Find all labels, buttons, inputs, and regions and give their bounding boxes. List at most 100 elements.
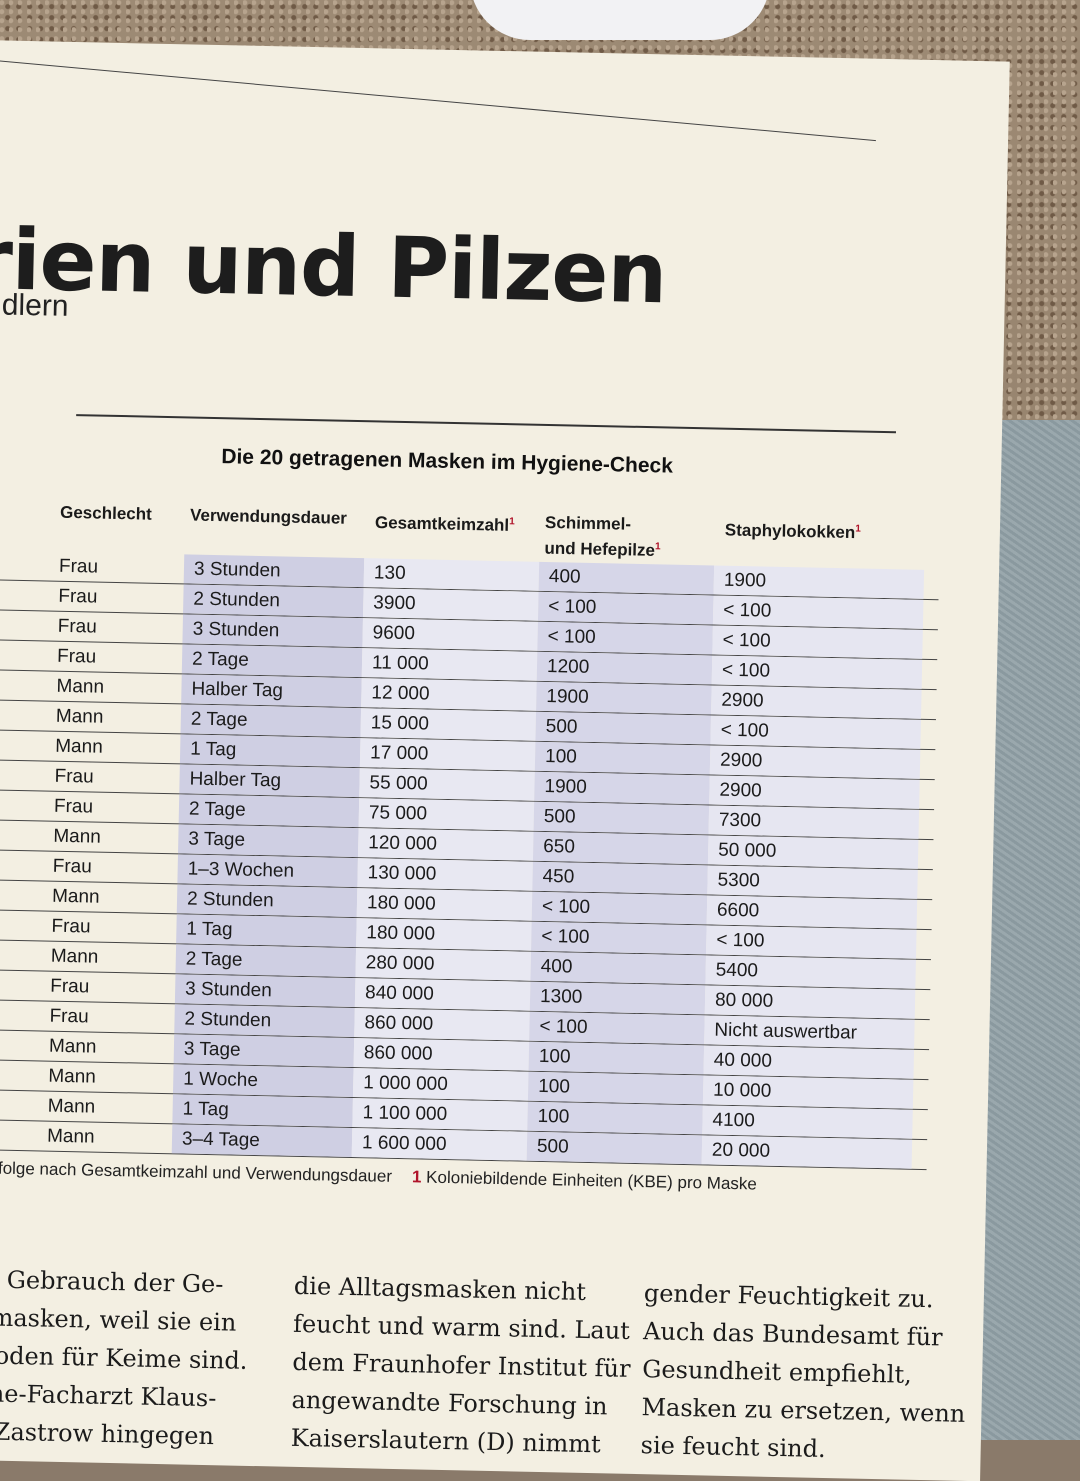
cell-gender: Mann	[55, 705, 104, 728]
cell-staph: 1900	[713, 565, 925, 599]
cell-duration: 3 Tage	[173, 1034, 355, 1068]
cell-mold: 1900	[534, 771, 710, 805]
cell-mold: 100	[528, 1041, 705, 1075]
cell-staph: 2900	[709, 775, 920, 809]
cell-staph: 5300	[707, 865, 918, 899]
header-duration: Verwendungsdauer	[189, 505, 348, 528]
cell-gender: Mann	[48, 1035, 97, 1058]
body-line: hrboden für Keime sind.	[0, 1340, 248, 1375]
body-line: Kaiserslautern (D) nimmt	[290, 1423, 601, 1459]
cell-staph: 5400	[705, 955, 916, 989]
cell-gender: Frau	[52, 855, 93, 878]
cell-total: 9600	[362, 618, 538, 651]
cell-staph: < 100	[712, 625, 923, 659]
cell-staph: 20 000	[701, 1135, 913, 1169]
cell-total: 860 000	[354, 1008, 530, 1041]
cell-gender: Mann	[56, 675, 105, 698]
header-gender: Geschlecht	[59, 502, 152, 524]
cell-total: 130 000	[357, 858, 533, 891]
cell-duration: Halber Tag	[181, 674, 362, 708]
cell-staph: 40 000	[703, 1045, 915, 1079]
cell-staph: 6600	[706, 895, 918, 929]
cell-total: 840 000	[354, 978, 531, 1011]
cell-gender: Frau	[56, 645, 97, 668]
cell-duration: 2 Stunden	[174, 1004, 355, 1038]
cell-duration: 2 Stunden	[183, 584, 364, 618]
cell-mold: 500	[533, 801, 710, 835]
cell-duration: 2 Tage	[178, 794, 360, 828]
cell-total: 15 000	[360, 708, 537, 741]
cell-gender: Mann	[50, 945, 99, 968]
cell-gender: Frau	[49, 1005, 89, 1028]
cell-gender: Mann	[48, 1065, 97, 1088]
cell-gender: Frau	[49, 975, 90, 998]
cell-staph: 7300	[708, 805, 920, 839]
body-line: hen Gebrauch der Ge-	[6, 1265, 224, 1299]
white-object	[470, 0, 770, 40]
cell-duration: 2 Tage	[175, 944, 357, 978]
cell-duration: 1–3 Wochen	[177, 854, 358, 888]
cell-gender: Frau	[51, 915, 91, 938]
body-line: ter Zastrow hingegen	[0, 1417, 215, 1451]
body-column-2: die Alltagsmasken nicht feucht und warm s…	[290, 1267, 632, 1464]
cell-total: 180 000	[356, 888, 533, 921]
cell-gender: Frau	[58, 585, 98, 608]
cell-staph: 2900	[709, 745, 921, 779]
cell-gender: Frau	[58, 555, 99, 578]
cell-staph: < 100	[711, 655, 923, 689]
cell-total: 180 000	[356, 918, 532, 951]
cell-duration: 1 Tag	[179, 734, 361, 768]
cell-staph: 4100	[702, 1105, 913, 1139]
cell-total: 130	[363, 558, 540, 591]
cell-duration: 1 Tag	[176, 914, 357, 948]
cell-staph: 10 000	[702, 1075, 914, 1109]
cell-duration: 1 Tag	[172, 1094, 353, 1128]
cell-total: 55 000	[359, 768, 535, 801]
magazine-page: erien und Pilzen endlern Die 20 getragen…	[0, 40, 1010, 1481]
cell-duration: 2 Tage	[181, 644, 363, 678]
article-body: hen Gebrauch der Ge-htsmasken, weil sie …	[0, 1260, 966, 1463]
cell-total: 120 000	[357, 828, 534, 861]
cell-duration: 2 Stunden	[176, 884, 358, 918]
cell-gender: Mann	[46, 1125, 95, 1148]
cell-duration: 1 Woche	[172, 1064, 354, 1098]
cell-duration: 3 Stunden	[174, 974, 356, 1008]
cell-mold: 400	[530, 951, 706, 985]
cell-mold: 1300	[529, 981, 706, 1015]
cell-total: 280 000	[355, 948, 532, 981]
cell-total: 17 000	[359, 738, 536, 771]
cell-staph: 80 000	[704, 985, 916, 1019]
cell-gender: Mann	[53, 825, 102, 848]
table-title: Die 20 getragenen Masken im Hygiene-Chec…	[221, 445, 674, 478]
cell-gender: Frau	[54, 765, 94, 788]
cell-mold: 100	[527, 1101, 703, 1135]
cell-mold: 500	[535, 711, 712, 745]
table-rule	[76, 414, 897, 434]
body-column-1: hen Gebrauch der Ge-htsmasken, weil sie …	[0, 1260, 249, 1456]
cell-duration: 2 Tage	[180, 704, 362, 738]
cell-mold: 100	[527, 1071, 704, 1105]
cell-mold: 100	[534, 741, 711, 775]
cell-total: 1 600 000	[351, 1128, 528, 1161]
headline: erien und Pilzen	[0, 208, 668, 323]
cell-duration: 3 Stunden	[183, 554, 365, 588]
cell-staph: < 100	[712, 595, 924, 629]
cell-staph: < 100	[706, 925, 917, 959]
body-line: sie feucht sind.	[640, 1431, 826, 1464]
cell-staph: < 100	[710, 715, 921, 749]
cell-total: 3900	[362, 588, 539, 621]
cell-mold: 1900	[536, 681, 712, 715]
header-staph: Staphylokokken1	[724, 520, 862, 543]
cell-gender: Mann	[47, 1095, 96, 1118]
cell-gender: Mann	[55, 735, 103, 758]
cell-total: 12 000	[361, 678, 537, 711]
cell-mold: < 100	[537, 591, 714, 625]
cell-mold: 500	[526, 1131, 703, 1165]
cell-total: 11 000	[361, 648, 538, 681]
cell-gender: Frau	[53, 795, 94, 818]
cell-total: 1 100 000	[352, 1098, 528, 1131]
body-line: htsmasken, weil sie ein	[0, 1302, 237, 1337]
cell-duration: 3 Tage	[178, 824, 359, 858]
cell-duration: 3–4 Tage	[171, 1124, 353, 1158]
subhead: endlern	[0, 287, 69, 323]
